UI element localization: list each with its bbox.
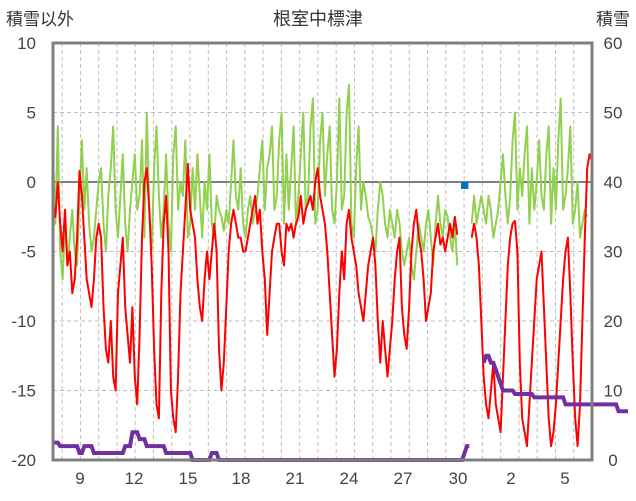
right-axis-ticks: 60 50 40 30 20 10 0	[604, 34, 623, 470]
x-tick-label-2: 15	[179, 469, 198, 488]
x-tick-label-3: 18	[232, 469, 251, 488]
x-tick-label-4: 21	[286, 469, 305, 488]
left-tick-label-1: 5	[27, 104, 36, 123]
left-tick-label-4: -10	[11, 312, 36, 331]
right-tick-label-1: 50	[604, 104, 623, 123]
right-tick-label-5: 10	[604, 382, 623, 401]
right-tick-label-6: 0	[608, 451, 617, 470]
x-tick-label-6: 27	[394, 469, 413, 488]
x-tick-label-8: 2	[506, 469, 515, 488]
right-tick-label-4: 20	[604, 312, 623, 331]
precip-mark-1	[463, 182, 466, 189]
left-axis-label: 積雪以外	[6, 10, 74, 29]
series-layer	[52, 83, 629, 462]
left-tick-label-6: -20	[11, 451, 36, 470]
temperature-line	[52, 153, 593, 448]
x-tick-label-9: 5	[560, 469, 569, 488]
precip-mark-0	[461, 182, 464, 189]
x-tick-label-7: 30	[449, 469, 468, 488]
left-tick-label-5: -15	[11, 382, 36, 401]
humidity-line	[52, 83, 589, 281]
chart-title: 根室中標津	[273, 9, 363, 29]
right-tick-label-3: 30	[604, 243, 623, 262]
right-tick-label-2: 40	[604, 173, 623, 192]
plot-frame	[51, 41, 594, 462]
x-tick-label-5: 24	[340, 469, 359, 488]
precip-mark-2	[465, 182, 469, 189]
left-tick-label-3: -5	[21, 243, 36, 262]
left-tick-label-2: 0	[27, 173, 36, 192]
precip-marks	[461, 182, 469, 189]
right-axis-label: 積雪	[596, 10, 630, 29]
left-axis-ticks: 10 5 0 -5 -10 -15 -20	[11, 34, 36, 470]
left-tick-label-0: 10	[17, 34, 36, 53]
x-tick-label-1: 12	[125, 469, 144, 488]
x-axis-ticks: 9 12 15 18 21 24 27 30 2 5	[75, 469, 569, 488]
grid-lines	[53, 42, 592, 461]
x-tick-label-0: 9	[75, 469, 84, 488]
right-tick-label-0: 60	[604, 34, 623, 53]
